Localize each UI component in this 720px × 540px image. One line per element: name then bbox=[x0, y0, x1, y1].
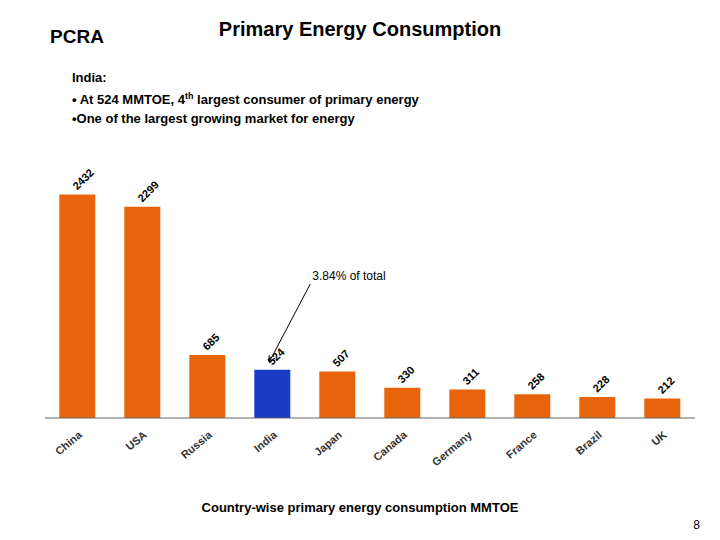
svg-text:UK: UK bbox=[649, 428, 669, 447]
html-text:Primary Energy Consumption: Primary Energy Consumption bbox=[218, 18, 502, 40]
html-text:• At 524 MMTOE, 4thlargest con: • At 524 MMTOE, 4thlargest consumer of p… bbox=[72, 91, 419, 108]
html-text:PCRA: PCRA bbox=[50, 26, 104, 47]
svg-text:Canada: Canada bbox=[371, 428, 410, 463]
svg-text:311: 311 bbox=[460, 366, 481, 387]
svg-text:India: India bbox=[252, 428, 280, 454]
svg-text:2432: 2432 bbox=[70, 166, 96, 192]
svg-text:2299: 2299 bbox=[135, 178, 161, 204]
html-text:8: 8 bbox=[693, 518, 700, 532]
svg-text:330: 330 bbox=[395, 364, 416, 385]
svg-text:228: 228 bbox=[590, 373, 611, 394]
svg-text:524: 524 bbox=[265, 345, 287, 368]
svg-text:507: 507 bbox=[330, 347, 351, 368]
html-text:Country-wise primary energy co: Country-wise primary energy consumption … bbox=[201, 500, 519, 515]
svg-text:USA: USA bbox=[123, 428, 149, 452]
svg-text:Brazil: Brazil bbox=[573, 428, 604, 456]
svg-text:212: 212 bbox=[655, 374, 676, 395]
svg-text:685: 685 bbox=[200, 331, 221, 352]
svg-text:China: China bbox=[53, 428, 85, 457]
svg-text:Japan: Japan bbox=[312, 428, 344, 458]
svg-text:3.84% of total: 3.84% of total bbox=[312, 269, 385, 283]
svg-text:Russia: Russia bbox=[179, 428, 215, 461]
html-text:India:: India: bbox=[72, 70, 107, 85]
svg-text:France: France bbox=[504, 428, 539, 460]
svg-text:258: 258 bbox=[525, 370, 546, 391]
html-text:•One of the largest growing ma: •One of the largest growing market for e… bbox=[72, 111, 355, 127]
svg-text:Germany: Germany bbox=[430, 428, 475, 468]
